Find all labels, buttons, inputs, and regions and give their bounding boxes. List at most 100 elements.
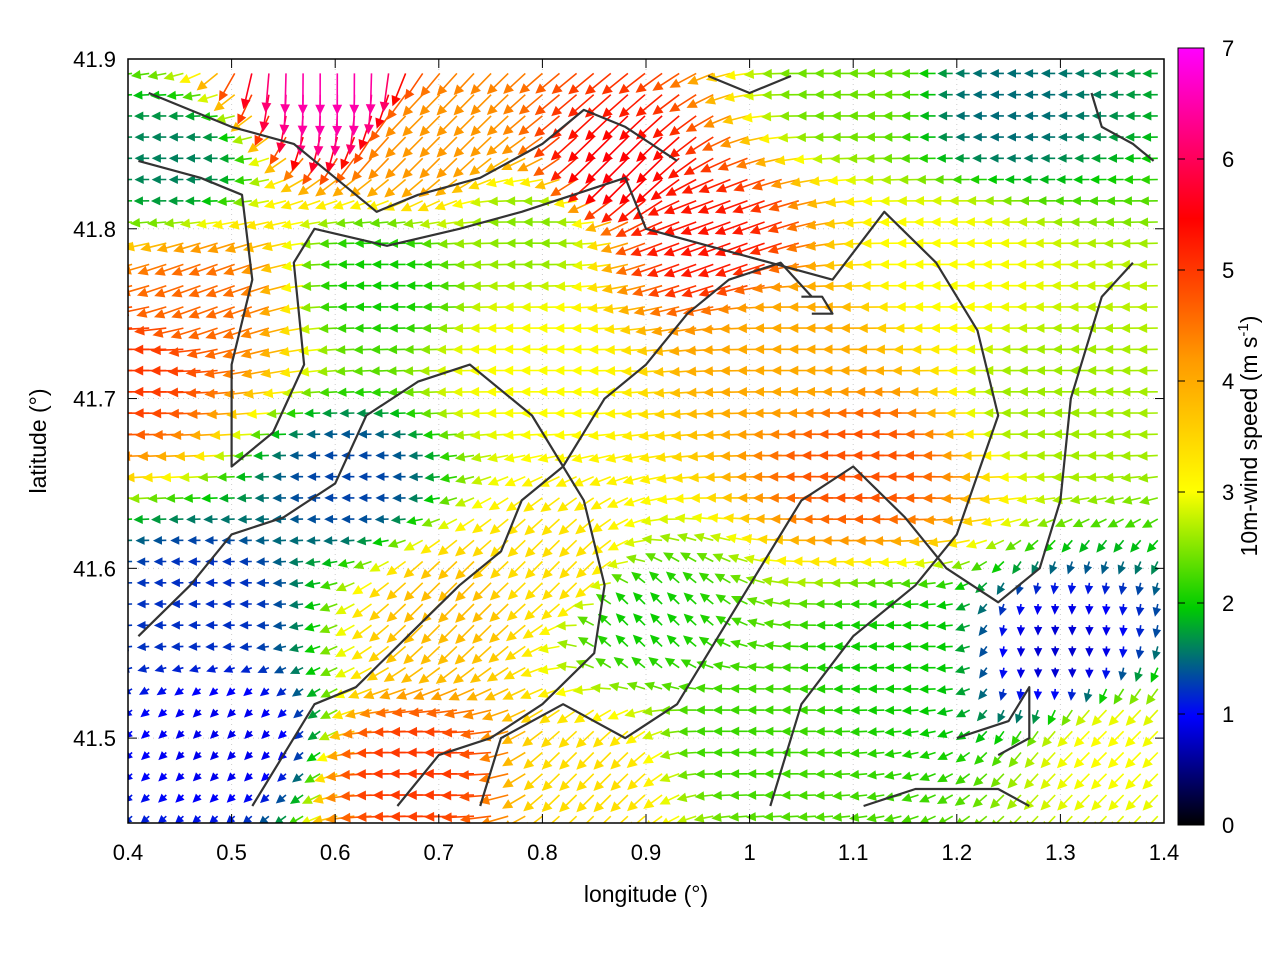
wind-vector — [1007, 773, 1022, 789]
wind-vector — [901, 620, 919, 630]
wind-vector — [1068, 646, 1077, 657]
wind-vector — [668, 136, 697, 159]
wind-vector — [559, 794, 578, 813]
wind-vector — [299, 324, 321, 334]
wind-vector — [699, 593, 714, 605]
wind-vector — [240, 348, 270, 359]
wind-vector — [226, 708, 237, 718]
wind-vector — [351, 645, 372, 660]
wind-vector — [779, 68, 799, 79]
wind-vector — [371, 323, 389, 333]
wind-vector — [1108, 709, 1125, 726]
wind-vector — [140, 729, 151, 739]
wind-vector — [1040, 773, 1056, 790]
wind-vector — [205, 327, 235, 340]
wind-vector — [170, 578, 184, 588]
wind-vector — [272, 493, 287, 503]
wind-vector — [187, 536, 201, 545]
wind-vector — [256, 621, 269, 630]
wind-vector — [418, 667, 441, 684]
wind-vector — [763, 811, 782, 822]
wind-vector — [1043, 815, 1056, 823]
wind-vector — [437, 518, 458, 530]
wind-vector — [607, 518, 629, 530]
wind-vector — [901, 641, 919, 651]
wind-vector — [1075, 709, 1091, 727]
wind-vector — [372, 537, 389, 547]
wind-vector — [153, 642, 167, 651]
wind-vector — [1108, 794, 1125, 811]
wind-vector — [501, 157, 526, 170]
wind-vector — [681, 178, 714, 194]
wind-vector — [571, 453, 594, 463]
wind-vector — [304, 579, 321, 589]
wind-vector — [263, 199, 287, 209]
wind-vector — [277, 772, 287, 782]
wind-vector — [158, 772, 168, 782]
wind-vector — [1108, 111, 1124, 121]
wind-vector — [996, 582, 1006, 595]
wind-vector — [1084, 582, 1094, 595]
wind-vector — [323, 429, 338, 439]
x-tick-label: 0.9 — [631, 840, 662, 865]
wind-vector — [136, 621, 150, 630]
wind-vector — [1086, 495, 1107, 505]
wind-vector — [575, 518, 595, 535]
wind-vector — [1022, 175, 1039, 185]
wind-vector — [1086, 217, 1107, 227]
wind-vector — [188, 263, 218, 277]
wind-vector — [602, 136, 629, 163]
wind-vector — [222, 327, 253, 340]
contour-line — [251, 261, 813, 807]
wind-vector — [341, 514, 355, 524]
wind-vector — [696, 552, 714, 563]
wind-vector — [243, 772, 254, 782]
wind-vector — [559, 582, 578, 600]
wind-vector — [289, 514, 304, 524]
wind-vector — [438, 495, 458, 505]
wind-vector — [849, 769, 868, 780]
wind-vector — [712, 683, 731, 694]
wind-vector — [1012, 561, 1022, 575]
wind-vector — [402, 157, 424, 179]
wind-vector — [133, 344, 167, 355]
wind-vector — [150, 345, 184, 356]
wind-vector — [1118, 667, 1127, 681]
wind-vector — [297, 73, 308, 115]
wind-vector — [1052, 429, 1073, 439]
wind-vector — [1090, 518, 1107, 528]
wind-vector — [850, 641, 868, 652]
wind-vector — [471, 645, 492, 665]
wind-vector — [615, 263, 646, 276]
wind-vector — [503, 94, 526, 115]
wind-vector — [1137, 408, 1158, 418]
wind-vector — [615, 242, 646, 256]
wind-vector — [300, 302, 321, 313]
wind-vector — [954, 153, 970, 163]
wind-vector — [388, 281, 406, 291]
wind-vector — [413, 688, 441, 701]
wind-vector — [420, 72, 441, 97]
wind-vector — [715, 615, 731, 626]
wind-vector — [304, 622, 321, 632]
wind-vector — [522, 196, 543, 206]
wind-vector — [272, 643, 287, 652]
wind-vector — [1120, 451, 1141, 461]
wind-vector — [657, 514, 680, 525]
wind-vector — [128, 200, 133, 202]
wind-vector — [954, 794, 971, 806]
wind-vector — [896, 557, 919, 568]
wind-vector — [453, 430, 475, 440]
wind-vector — [289, 665, 304, 675]
wind-vector — [211, 219, 235, 230]
wind-vector — [1125, 69, 1141, 78]
wind-vector — [955, 602, 971, 611]
wind-vector — [523, 751, 543, 769]
wind-vector — [539, 217, 560, 227]
wind-vector — [955, 69, 970, 78]
wind-vector — [170, 599, 184, 609]
wind-vector — [472, 539, 492, 557]
wind-vector — [593, 773, 612, 792]
wind-vector — [1085, 646, 1094, 657]
wind-vector — [522, 259, 543, 270]
